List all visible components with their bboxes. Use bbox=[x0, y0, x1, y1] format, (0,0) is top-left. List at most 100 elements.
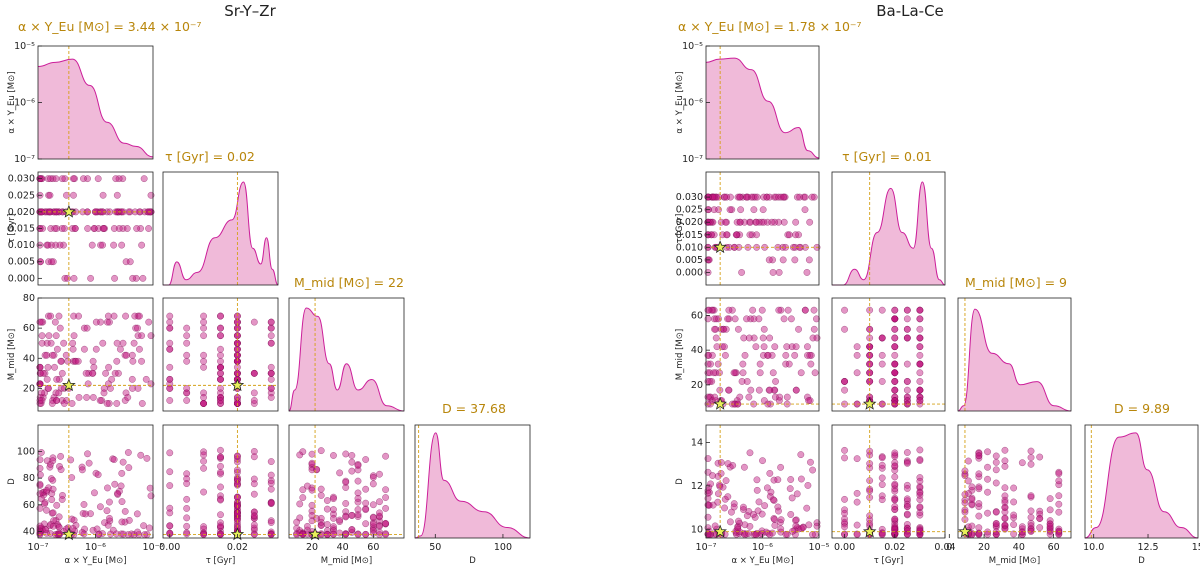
right-panel-D-aY-point bbox=[766, 470, 774, 477]
left-panel-D-aY-point bbox=[97, 503, 104, 511]
right-panel-tau-aY-point bbox=[710, 231, 718, 239]
left-panel-M-aY-point bbox=[74, 357, 82, 365]
right-panel-D-tau-point bbox=[903, 503, 911, 510]
right-panel-M-aY-point bbox=[788, 315, 795, 323]
left-panel-D-D: 50 100 D bbox=[414, 424, 531, 566]
left-panel-M-aY-point bbox=[81, 345, 88, 353]
right-panel-M-aY-point bbox=[716, 369, 723, 377]
left-panel-D-tau-point bbox=[200, 525, 207, 533]
left-panel-tau-aY-point bbox=[56, 241, 64, 249]
left-panel-D-M-point bbox=[330, 510, 337, 518]
left-panel-M-aY-point bbox=[113, 400, 121, 407]
left-panel-D-aY-point bbox=[118, 498, 126, 505]
right-panel-tau-aY-point bbox=[711, 193, 718, 201]
left-panel-D-M-point bbox=[348, 452, 356, 459]
right-panel-D-M-point bbox=[1046, 522, 1054, 530]
left-panel-D-tau-point bbox=[217, 522, 224, 530]
left-panel-tau-aY-point bbox=[132, 275, 140, 282]
left-panel-D-M-point bbox=[362, 506, 370, 513]
right-panel-D-aY-point bbox=[805, 521, 813, 529]
left-panel-D-M-point bbox=[342, 484, 350, 491]
right-panel-M-aY-point bbox=[810, 306, 818, 314]
right-panel-tau-aY-point bbox=[801, 193, 809, 201]
right-panel-D-tau-point bbox=[891, 480, 899, 488]
left-panel-D-aY-point bbox=[125, 449, 132, 456]
right-panel-D-tau-point bbox=[891, 453, 899, 460]
right-panel-M-aY-point bbox=[712, 315, 720, 323]
right-panel-tau-aY-point bbox=[764, 218, 771, 226]
left-panel-D-D-kde-fill bbox=[415, 432, 530, 538]
left-panel-D-tau-point bbox=[183, 522, 191, 530]
right-panel-D-tau-point bbox=[891, 506, 899, 513]
right-panel-tau-aY-point bbox=[765, 256, 773, 264]
right-panel-M-aY-point bbox=[804, 352, 811, 359]
right-panel-D-M-point bbox=[1027, 525, 1035, 533]
right-panel-tau-aY-point bbox=[775, 269, 783, 276]
right-panel-D-M-point bbox=[984, 488, 991, 496]
right-panel-D-M-point bbox=[1027, 454, 1035, 461]
right-panel-D-aY-point bbox=[777, 518, 784, 526]
left-panel-tau-aY-point bbox=[140, 175, 148, 182]
left-panel-D-M-point bbox=[369, 480, 377, 488]
right-panel-tau-aY-point bbox=[727, 193, 734, 201]
left-panel-D-aY-point bbox=[146, 484, 154, 492]
right-panel-D-aY-point bbox=[758, 510, 766, 518]
left-panel-M-aY-point bbox=[43, 339, 51, 347]
right-panel-tau-aY-frame bbox=[705, 171, 820, 286]
left-panel-D-aY-point bbox=[41, 525, 49, 533]
right-panel-D-aY-ylabel: D bbox=[675, 478, 685, 485]
left-panel-D-D-xtick-label: 100 bbox=[494, 542, 512, 553]
left-panel-tau-aY-point bbox=[94, 175, 102, 182]
left-panel-D-M-point bbox=[354, 498, 362, 506]
left-panel-D-M-point bbox=[354, 495, 362, 502]
left-panel-M-aY-point bbox=[134, 332, 142, 340]
right-panel-D-M-point bbox=[1001, 463, 1009, 470]
left-panel-D-aY-point bbox=[109, 526, 117, 534]
right-panel-D-aY-point bbox=[724, 493, 732, 501]
right-panel-M-aY-point bbox=[743, 315, 750, 323]
right-panel-D-tau-frame bbox=[831, 424, 946, 539]
right-panel-D-aY-point bbox=[714, 473, 722, 480]
left-panel-D-M-point bbox=[369, 520, 377, 528]
right-panel-M-tau-point bbox=[841, 386, 848, 394]
right-panel-D-tau-point bbox=[891, 451, 899, 459]
right-panel-D-aY-point bbox=[752, 530, 759, 538]
right-panel-M-aY-point bbox=[712, 334, 720, 342]
left-panel-D-aY-point bbox=[80, 530, 88, 538]
right-panel-tau-aY-point bbox=[723, 193, 731, 201]
left-panel-D-aY-point bbox=[121, 518, 129, 526]
left-panel-D-M-point bbox=[342, 500, 350, 507]
left-panel-tau-aY-point bbox=[61, 275, 69, 282]
left-panel-M-aY-point bbox=[55, 312, 63, 320]
left-panel-M-aY-point bbox=[132, 324, 140, 332]
left-panel-M-tau-point bbox=[166, 324, 174, 332]
left-panel-M-tau-point bbox=[250, 389, 258, 397]
right-panel-tau-aY-point bbox=[792, 218, 800, 226]
left-panel-D-tau-point bbox=[166, 482, 174, 489]
right-panel-D-M-point bbox=[984, 475, 991, 483]
right-panel-M-tau-point bbox=[903, 306, 911, 314]
left-panel-tau-aY-point bbox=[61, 225, 68, 232]
left-panel-aY-aY: 10⁻⁷ 10⁻⁶ 10⁻⁵ α × Y_Eu [M⊙] bbox=[7, 41, 154, 165]
left-panel-M-aY-point bbox=[57, 357, 65, 365]
left-panel-D-tau-point bbox=[166, 509, 174, 517]
left-panel-M-aY-point bbox=[105, 380, 112, 388]
left-panel-D-M-point bbox=[308, 459, 316, 467]
right-panel-D-aY-point bbox=[721, 495, 729, 503]
right-panel-M-aY-point bbox=[725, 306, 733, 314]
right-panel-D-tau-point bbox=[878, 474, 886, 482]
right-panel-M-tau-point bbox=[841, 306, 848, 314]
left-panel-M-aY-point bbox=[70, 332, 78, 340]
left-panel-D-aY-ytick-label: 40 bbox=[23, 526, 35, 537]
left-panel-D-M-point bbox=[330, 525, 337, 533]
left-panel-D-tau-point bbox=[250, 453, 258, 461]
right-panel-M-aY-ylabel: M_mid [M⊙] bbox=[675, 329, 685, 380]
left-panel-tau-aY-point bbox=[90, 225, 98, 232]
right-panel-tau-aY-point bbox=[763, 193, 771, 201]
right-panel-D-M-point bbox=[1001, 514, 1009, 522]
left-panel-aY-aY-kde-fill bbox=[38, 59, 153, 159]
left-panel-M-aY-point bbox=[92, 318, 100, 326]
right-panel-D-aY-point bbox=[769, 496, 777, 504]
right-panel-M-tau-point bbox=[916, 325, 924, 333]
left-panel-tau-aY-point bbox=[112, 175, 120, 182]
